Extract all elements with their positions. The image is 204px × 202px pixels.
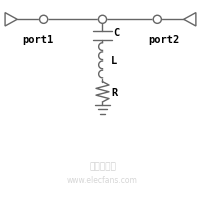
- Text: L: L: [110, 56, 116, 66]
- Text: port2: port2: [147, 34, 178, 44]
- Text: R: R: [111, 87, 117, 97]
- Circle shape: [39, 16, 48, 24]
- Text: www.elecfans.com: www.elecfans.com: [67, 175, 137, 184]
- Circle shape: [153, 16, 161, 24]
- Text: 電子發燒友: 電子發燒友: [89, 161, 115, 170]
- Text: port1: port1: [22, 34, 53, 44]
- Circle shape: [98, 16, 106, 24]
- Text: C: C: [113, 28, 119, 38]
